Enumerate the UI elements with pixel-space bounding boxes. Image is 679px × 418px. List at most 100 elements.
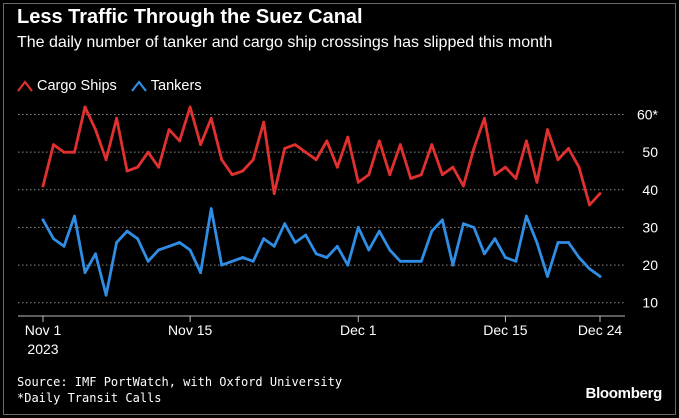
x-tick-label: Nov 1: [25, 322, 62, 338]
data-point-tankers: [125, 229, 129, 233]
data-point-tankers: [462, 222, 465, 226]
data-point-cargo-ships: [546, 128, 549, 132]
data-point-cargo-ships: [514, 177, 518, 180]
data-point-tankers: [73, 214, 76, 218]
data-point-tankers: [251, 259, 255, 263]
data-point-cargo-ships: [472, 147, 476, 150]
data-point-tankers: [314, 252, 318, 256]
x-tick-label: Dec 15: [483, 322, 528, 338]
data-point-cargo-ships: [115, 116, 118, 120]
data-point-cargo-ships: [125, 169, 129, 173]
data-point-tankers: [577, 256, 581, 259]
data-point-cargo-ships: [314, 158, 318, 162]
data-point-cargo-ships: [41, 184, 45, 188]
data-point-cargo-ships: [188, 105, 192, 109]
x-tick-sublabel: 2023: [27, 341, 58, 357]
chart-legend: Cargo Ships Tankers: [17, 76, 216, 96]
data-point-cargo-ships: [251, 158, 255, 162]
x-tick-label: Dec 24: [578, 322, 623, 338]
legend-swatch-tankers: [130, 80, 147, 92]
data-point-cargo-ships: [52, 143, 55, 147]
data-point-tankers: [272, 244, 276, 248]
data-point-tankers: [356, 226, 360, 229]
data-point-tankers: [52, 237, 55, 241]
chart-title: Less Traffic Through the Suez Canal: [17, 6, 363, 28]
data-point-tankers: [493, 237, 497, 241]
series-cargo-ships: [41, 105, 602, 207]
data-point-tankers: [178, 241, 182, 244]
data-point-tankers: [83, 271, 87, 274]
data-point-cargo-ships: [577, 165, 581, 169]
data-point-tankers: [398, 259, 402, 263]
data-point-cargo-ships: [293, 143, 297, 147]
data-point-tankers: [377, 229, 381, 233]
y-tick-label: 20: [642, 257, 658, 273]
data-point-cargo-ships: [451, 165, 455, 169]
data-point-cargo-ships: [178, 139, 182, 143]
data-point-cargo-ships: [377, 139, 381, 143]
data-point-cargo-ships: [73, 150, 76, 154]
data-point-cargo-ships: [157, 165, 161, 169]
y-tick-label: 40: [642, 182, 658, 198]
data-point-tankers: [199, 271, 203, 274]
footnote-line: *Daily Transit Calls: [17, 391, 162, 405]
data-point-cargo-ships: [304, 150, 308, 154]
data-point-tankers: [304, 233, 308, 237]
data-point-cargo-ships: [335, 165, 339, 169]
y-tick-label: 50: [642, 144, 658, 160]
data-point-cargo-ships: [598, 192, 602, 196]
data-point-tankers: [409, 259, 413, 263]
data-point-tankers: [367, 248, 371, 252]
x-tick-label: Dec 1: [340, 322, 377, 338]
data-point-cargo-ships: [220, 158, 224, 162]
data-point-cargo-ships: [230, 173, 234, 177]
data-point-cargo-ships: [567, 147, 570, 150]
data-point-cargo-ships: [325, 139, 329, 143]
data-point-cargo-ships: [199, 143, 203, 147]
data-point-cargo-ships: [525, 139, 528, 143]
legend-swatch-cargo-ships: [17, 80, 33, 92]
data-point-tankers: [188, 248, 192, 252]
data-point-cargo-ships: [504, 165, 507, 169]
data-point-cargo-ships: [136, 165, 140, 169]
data-point-tankers: [504, 256, 507, 259]
data-point-tankers: [115, 241, 118, 244]
legend-item-tankers: Tankers: [130, 78, 202, 94]
data-point-tankers: [146, 259, 150, 263]
chart-subtitle: The daily number of tanker and cargo shi…: [17, 34, 553, 51]
data-point-tankers: [104, 293, 108, 297]
y-tick-label: 10: [642, 295, 658, 311]
data-point-tankers: [283, 222, 287, 226]
data-point-tankers: [94, 252, 97, 256]
chart-card: [3, 3, 676, 415]
data-point-cargo-ships: [272, 192, 276, 196]
data-point-cargo-ships: [535, 180, 539, 184]
series-line-cargo-ships: [41, 105, 602, 207]
data-point-tankers: [136, 237, 140, 241]
data-point-tankers: [430, 229, 434, 233]
data-point-tankers: [325, 256, 329, 259]
data-point-tankers: [209, 207, 213, 211]
data-point-tankers: [335, 244, 339, 248]
legend-label-cargo-ships: Cargo Ships: [37, 78, 117, 94]
data-point-cargo-ships: [94, 128, 97, 132]
data-point-tankers: [41, 218, 45, 222]
data-point-cargo-ships: [104, 158, 108, 162]
data-point-tankers: [441, 218, 444, 222]
y-tick-label: 30: [642, 219, 658, 235]
data-point-cargo-ships: [409, 177, 413, 180]
data-point-cargo-ships: [462, 184, 465, 188]
bloomberg-logo: Bloomberg: [585, 385, 663, 402]
data-point-cargo-ships: [209, 116, 213, 120]
source-line: Source: IMF PortWatch, with Oxford Unive…: [17, 375, 343, 389]
legend-label-tankers: Tankers: [150, 78, 202, 94]
data-point-cargo-ships: [419, 173, 423, 177]
data-point-cargo-ships: [283, 147, 287, 150]
data-point-tankers: [419, 259, 423, 263]
data-point-tankers: [598, 275, 602, 278]
data-point-cargo-ships: [241, 169, 245, 173]
data-point-cargo-ships: [167, 128, 171, 132]
data-point-cargo-ships: [556, 158, 560, 162]
data-point-tankers: [514, 259, 518, 263]
